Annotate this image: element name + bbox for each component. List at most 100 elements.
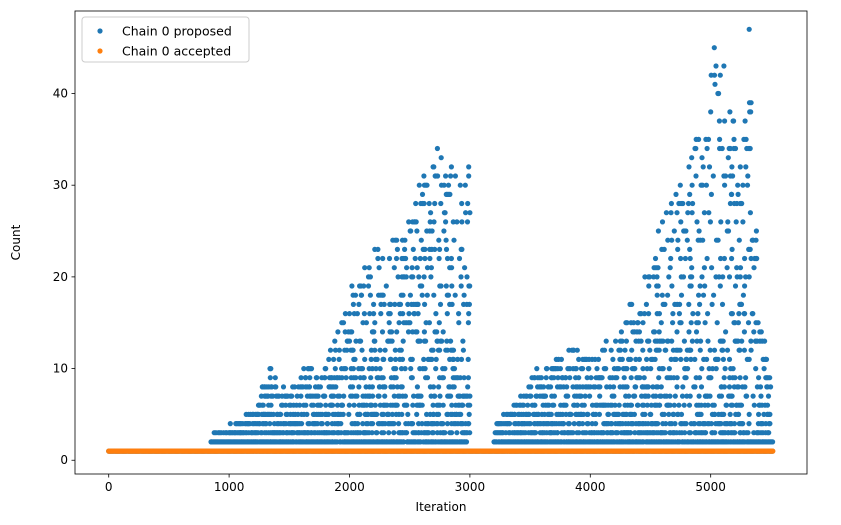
proposed-point	[737, 274, 743, 280]
proposed-point	[421, 356, 427, 362]
proposed-point	[673, 356, 679, 362]
proposed-point	[708, 109, 714, 115]
proposed-point	[660, 338, 666, 344]
proposed-point	[719, 301, 726, 307]
proposed-point	[743, 274, 749, 280]
proposed-point	[406, 311, 412, 317]
proposed-point	[762, 338, 768, 344]
proposed-point	[669, 283, 675, 289]
proposed-point	[402, 393, 408, 399]
proposed-point	[419, 292, 425, 298]
proposed-point	[642, 411, 648, 417]
proposed-point	[631, 411, 638, 417]
proposed-point	[367, 274, 373, 280]
proposed-point	[702, 320, 708, 326]
proposed-point	[732, 283, 739, 289]
proposed-point	[633, 384, 639, 390]
proposed-point	[758, 393, 764, 399]
proposed-point	[467, 430, 473, 436]
proposed-point	[394, 329, 400, 335]
proposed-point	[716, 274, 722, 280]
proposed-point	[466, 164, 472, 170]
proposed-point	[688, 347, 694, 353]
proposed-point	[449, 265, 455, 271]
y-tick-label: 20	[53, 270, 68, 284]
proposed-point	[619, 356, 625, 362]
proposed-point	[455, 356, 461, 362]
legend-label-proposed: Chain 0 proposed	[122, 24, 232, 39]
proposed-point	[661, 246, 667, 252]
proposed-point	[555, 375, 561, 381]
proposed-point	[652, 255, 659, 262]
x-axis: 0 1000 2000 3000 4000 5000	[105, 474, 726, 494]
proposed-point	[689, 265, 695, 271]
proposed-point	[687, 191, 693, 197]
proposed-point	[405, 301, 411, 307]
proposed-point	[466, 311, 472, 317]
proposed-point	[436, 255, 442, 262]
proposed-point	[638, 338, 644, 344]
proposed-point	[422, 366, 428, 372]
proposed-point	[764, 402, 771, 408]
proposed-point	[400, 338, 406, 344]
proposed-point	[466, 421, 472, 427]
proposed-point	[721, 375, 727, 381]
proposed-point	[395, 274, 401, 280]
proposed-point	[426, 200, 432, 207]
proposed-point	[732, 375, 738, 381]
proposed-point	[458, 356, 465, 362]
proposed-point	[452, 173, 458, 179]
proposed-point	[735, 191, 741, 197]
proposed-point	[616, 402, 622, 408]
proposed-point	[415, 301, 421, 307]
legend: Chain 0 proposed Chain 0 accepted	[81, 16, 250, 63]
proposed-point	[732, 145, 739, 152]
proposed-point	[454, 430, 460, 436]
proposed-point	[642, 274, 648, 280]
proposed-point	[325, 421, 331, 427]
proposed-point	[724, 347, 731, 353]
y-tick-label: 0	[60, 453, 68, 467]
proposed-point	[706, 210, 712, 216]
proposed-point	[467, 283, 473, 289]
proposed-point	[730, 173, 736, 179]
proposed-point	[449, 430, 455, 436]
proposed-point	[612, 402, 618, 408]
proposed-point	[465, 375, 471, 381]
legend-box	[81, 16, 250, 63]
proposed-point	[380, 375, 386, 381]
proposed-point	[391, 421, 397, 427]
proposed-point	[653, 393, 659, 399]
proposed-point	[740, 219, 746, 225]
proposed-point	[449, 402, 455, 408]
proposed-point	[396, 320, 402, 326]
proposed-point	[546, 402, 552, 408]
proposed-point	[373, 366, 379, 372]
proposed-point	[409, 375, 415, 381]
proposed-point	[671, 402, 677, 408]
proposed-point	[646, 274, 653, 280]
proposed-point	[574, 347, 580, 353]
proposed-point	[693, 136, 699, 142]
proposed-point	[366, 265, 372, 271]
proposed-point	[393, 375, 399, 381]
proposed-point	[606, 411, 612, 417]
proposed-point	[387, 311, 393, 317]
proposed-point	[434, 145, 440, 152]
proposed-point	[662, 430, 669, 436]
proposed-point	[350, 292, 356, 298]
proposed-point	[563, 402, 569, 408]
proposed-point	[410, 246, 416, 252]
proposed-point	[370, 393, 376, 399]
proposed-point	[571, 347, 577, 353]
proposed-point	[745, 173, 751, 179]
proposed-point	[331, 356, 337, 362]
proposed-point	[729, 393, 735, 399]
proposed-point	[678, 320, 684, 326]
proposed-point	[381, 301, 387, 307]
proposed-point	[332, 347, 339, 353]
proposed-point	[367, 311, 373, 317]
proposed-point	[364, 402, 370, 408]
x-axis-label: Iteration	[416, 500, 467, 514]
proposed-point	[654, 274, 660, 280]
